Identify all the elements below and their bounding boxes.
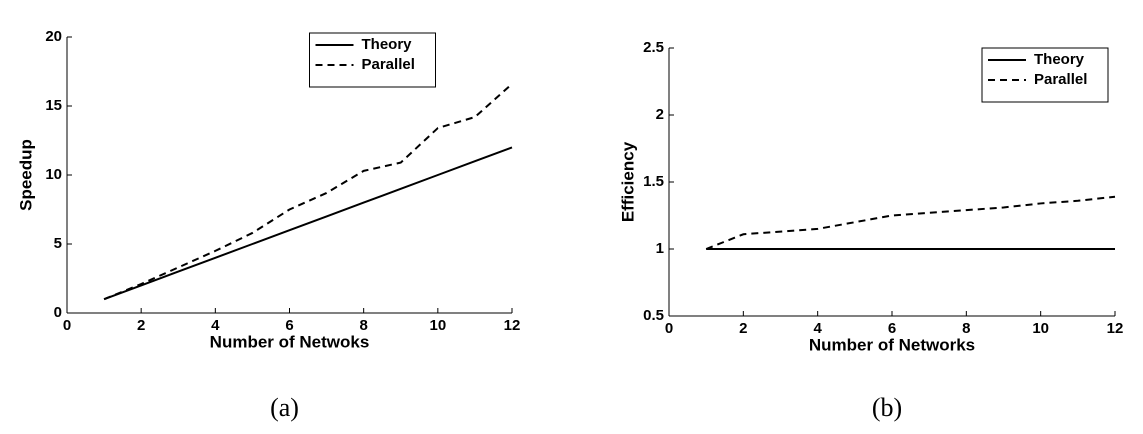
x-tick-label: 2 (137, 317, 145, 334)
x-tick-label: 12 (504, 317, 521, 334)
x-tick-label: 2 (739, 320, 747, 337)
x-tick-label: 10 (1032, 320, 1049, 337)
x-tick-label: 6 (285, 317, 293, 334)
series-line (104, 84, 512, 299)
x-tick-label: 12 (1107, 320, 1124, 337)
caption: (b) (872, 393, 902, 422)
y-tick-label: 1.5 (643, 173, 664, 190)
legend-label: Parallel (362, 56, 415, 73)
series-line (104, 147, 512, 299)
legend-label: Theory (1034, 51, 1085, 68)
x-tick-label: 4 (211, 317, 220, 334)
y-axis-label: Speedup (16, 139, 35, 211)
y-tick-label: 15 (45, 97, 62, 114)
legend-label: Theory (362, 36, 413, 53)
y-tick-label: 20 (45, 28, 62, 45)
x-tick-label: 4 (813, 320, 822, 337)
y-tick-label: 5 (54, 235, 62, 252)
caption: (a) (270, 393, 299, 422)
x-axis-label: Number of Networks (809, 335, 975, 354)
legend-label: Parallel (1034, 71, 1087, 88)
x-tick-label: 0 (63, 317, 71, 334)
y-tick-label: 0 (54, 304, 62, 321)
y-tick-label: 2 (656, 106, 664, 123)
x-tick-label: 8 (359, 317, 367, 334)
x-tick-label: 0 (665, 320, 673, 337)
y-tick-label: 0.5 (643, 307, 664, 324)
x-tick-label: 6 (888, 320, 896, 337)
y-tick-label: 10 (45, 166, 62, 183)
x-axis-label: Number of Netwoks (210, 332, 370, 351)
y-tick-label: 2.5 (643, 39, 664, 56)
y-axis-label: Efficiency (618, 141, 637, 222)
x-tick-label: 8 (962, 320, 970, 337)
x-tick-label: 10 (429, 317, 446, 334)
series-line (706, 197, 1115, 249)
y-tick-label: 1 (656, 240, 664, 257)
figure: 02468101205101520Number of NetwoksSpeedu… (0, 0, 1143, 434)
